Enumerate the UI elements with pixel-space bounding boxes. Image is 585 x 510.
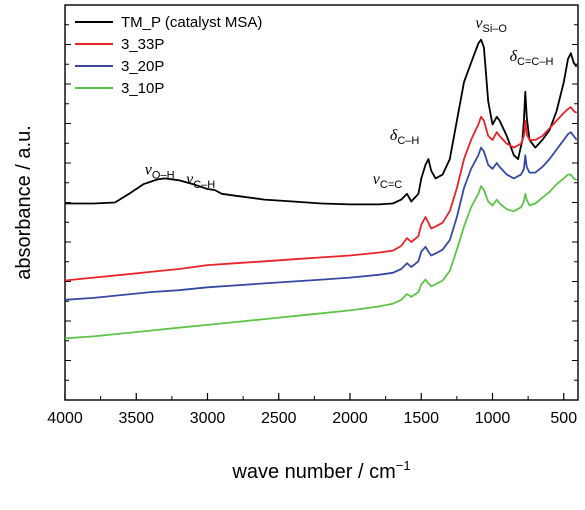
x-tick-label: 2500: [261, 410, 297, 427]
annotation-subscript: C=C–H: [517, 56, 553, 68]
peak-annotation: νC–H: [186, 171, 215, 191]
peak-annotation: νC=C: [373, 171, 402, 191]
annotation-symbol: δ: [510, 48, 518, 65]
annotation-subscript: C=C: [380, 179, 402, 191]
annotation-subscript: C–H: [397, 135, 419, 147]
annotation-subscript: C–H: [193, 179, 215, 191]
peak-annotation: νSi–O: [475, 15, 507, 35]
x-tick-label: 1000: [475, 410, 511, 427]
x-axis-title-sup: −1: [396, 458, 411, 473]
peak-annotation: δC–H: [390, 127, 419, 147]
x-tick-label: 1500: [403, 410, 439, 427]
annotation-symbol: ν: [145, 162, 153, 179]
annotation-subscript: O–H: [152, 170, 175, 182]
series-line-3: [64, 173, 578, 340]
legend: TM_P (catalyst MSA) 3_33P 3_20P 3_10P: [75, 14, 262, 97]
peak-annotation: νO–H: [145, 162, 175, 182]
series-line-1: [64, 106, 578, 282]
y-axis-ticks: [65, 4, 578, 401]
legend-label: TM_P (catalyst MSA): [121, 14, 262, 31]
x-tick-label: 3000: [190, 410, 226, 427]
x-axis-ticks: 4000 3500 3000 2500 2000 1500 1000 500: [47, 393, 577, 427]
legend-label: 3_10P: [121, 80, 164, 97]
series-layer: [64, 38, 578, 340]
x-axis-title: wave number / cm−1: [231, 458, 410, 483]
y-axis-title: absorbance / a.u.: [13, 125, 35, 280]
annotation-subscript: Si–O: [483, 23, 508, 35]
peak-annotation: δC=C–H: [510, 48, 554, 68]
x-axis-title-text: wave number / cm: [231, 461, 395, 483]
legend-label: 3_33P: [121, 36, 164, 53]
x-tick-label: 2000: [332, 410, 368, 427]
x-tick-label: 4000: [47, 410, 83, 427]
series-line-2: [64, 131, 578, 301]
annotation-symbol: δ: [390, 127, 398, 144]
x-tick-label: 500: [550, 410, 577, 427]
annotation-symbol: ν: [475, 15, 483, 32]
annotation-symbol: ν: [186, 171, 194, 188]
x-tick-label: 3500: [118, 410, 154, 427]
legend-label: 3_20P: [121, 58, 164, 75]
series-line-0: [65, 38, 578, 206]
annotation-symbol: ν: [373, 171, 381, 188]
